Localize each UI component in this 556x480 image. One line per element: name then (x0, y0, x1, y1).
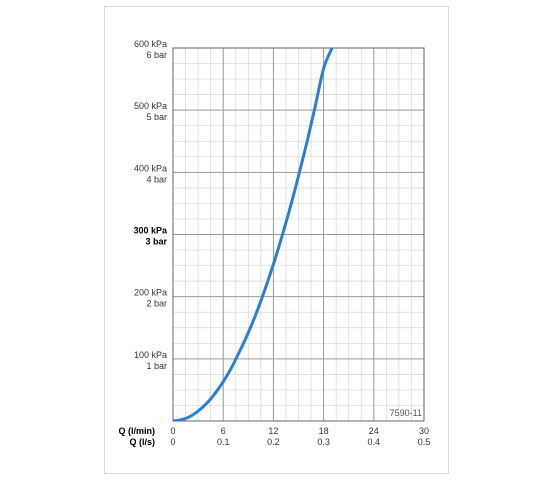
x-tick-label: 0.3 (317, 437, 330, 447)
y-tick-label-bar: 5 bar (146, 112, 167, 122)
major-grid (173, 48, 424, 421)
chart-card (104, 6, 449, 474)
x-tick-label: 12 (268, 426, 278, 436)
x-tick-label: 30 (419, 426, 429, 436)
x-axis-labels: Q (l/min) 0 6 12 18 24 30 Q (l/s) 0 0.1 0.2 0.3 0.4 0… (119, 426, 431, 447)
x-axis-title: Q (l/s) (129, 437, 155, 447)
y-tick-label-kpa: 300 kPa (133, 226, 168, 236)
x-tick-label: 0 (170, 437, 175, 447)
x-axis-title: Q (l/min) (119, 426, 156, 436)
x-tick-label: 24 (369, 426, 379, 436)
figure-code: 7590-11 (390, 408, 422, 418)
y-tick-label-kpa: 400 kPa (134, 163, 167, 173)
y-tick-label-bar: 6 bar (146, 50, 167, 60)
y-tick-label-bar: 1 bar (146, 361, 167, 371)
x-tick-label: 6 (221, 426, 226, 436)
pressure-curve-line (173, 48, 334, 421)
y-tick-label-kpa: 200 kPa (134, 288, 167, 298)
x-tick-label: 0.5 (418, 437, 431, 447)
x-tick-label: 0.1 (217, 437, 230, 447)
x-tick-label: 0 (170, 426, 175, 436)
x-tick-label: 0.4 (368, 437, 381, 447)
y-tick-label-bar: 3 bar (145, 237, 167, 247)
plot-frame (172, 47, 425, 422)
y-tick-label-bar: 2 bar (146, 299, 167, 309)
y-tick-label-kpa: 500 kPa (134, 101, 167, 111)
y-tick-label-kpa: 100 kPa (134, 350, 167, 360)
y-tick-label-bar: 4 bar (146, 174, 167, 184)
curve-layer (173, 48, 334, 421)
y-tick-label-kpa: 600 kPa (134, 39, 167, 49)
x-tick-label: 18 (319, 426, 329, 436)
x-tick-label: 0.2 (267, 437, 280, 447)
